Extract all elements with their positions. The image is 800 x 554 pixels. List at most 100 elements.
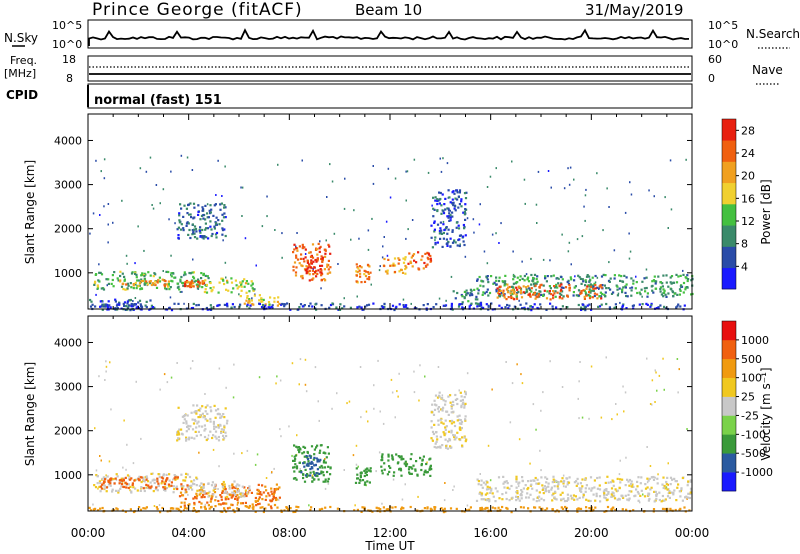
heatmap-cell <box>248 485 251 488</box>
heatmap-cell <box>165 270 168 273</box>
heatmap-cell <box>273 490 276 493</box>
heatmap-cell <box>247 506 250 509</box>
heatmap-cell <box>220 431 223 434</box>
heatmap-cell <box>303 446 307 449</box>
heatmap-cell <box>540 497 543 500</box>
heatmap-cell <box>406 170 409 173</box>
heatmap-cell <box>525 273 528 276</box>
heatmap-cell <box>675 306 678 309</box>
heatmap-cell <box>438 202 441 205</box>
heatmap-cell <box>507 286 510 289</box>
heatmap-cell <box>247 282 250 285</box>
heatmap-cell <box>177 507 180 510</box>
heatmap-cell <box>588 294 591 297</box>
heatmap-cell <box>209 420 212 423</box>
heatmap-cell <box>440 212 443 215</box>
colorbar-tick-label: 16 <box>741 192 755 205</box>
heatmap-cell <box>188 503 191 506</box>
heatmap-cell <box>326 470 329 474</box>
heatmap-cell <box>526 492 529 495</box>
heatmap-cell <box>198 489 201 492</box>
heatmap-cell <box>136 279 139 282</box>
heatmap-cell <box>435 446 438 449</box>
heatmap-cell <box>357 465 359 468</box>
heatmap-cell <box>152 207 155 210</box>
heatmap-cell <box>459 391 462 394</box>
heatmap-cell <box>541 488 544 491</box>
heatmap-cell <box>439 227 442 230</box>
heatmap-cell <box>557 481 560 484</box>
heatmap-cell <box>487 305 490 308</box>
heatmap-cell <box>659 304 662 307</box>
heatmap-cell <box>439 446 442 449</box>
heatmap-cell <box>295 478 298 481</box>
heatmap-cell <box>289 308 292 311</box>
heatmap-cell <box>224 498 227 501</box>
heatmap-cell <box>540 469 542 472</box>
heatmap-cell <box>490 489 493 492</box>
heatmap-cell <box>355 280 358 283</box>
heatmap-cell <box>459 243 461 246</box>
heatmap-cell <box>100 273 104 276</box>
heatmap-cell <box>524 202 526 205</box>
heatmap-cell <box>564 505 567 509</box>
heatmap-cell <box>653 275 656 278</box>
heatmap-cell <box>440 229 443 232</box>
heatmap-cell <box>424 375 426 378</box>
heatmap-cell <box>439 191 442 195</box>
heatmap-cell <box>448 219 451 222</box>
heatmap-cell <box>223 437 226 440</box>
heatmap-cell <box>671 291 675 294</box>
heatmap-cell <box>575 484 578 487</box>
heatmap-cell <box>456 244 459 247</box>
nsearch-tick-top: 10^5 <box>708 19 738 32</box>
heatmap-cell <box>223 502 226 505</box>
heatmap-cell <box>402 298 405 301</box>
heatmap-cell <box>596 487 599 490</box>
heatmap-cell <box>133 479 136 482</box>
heatmap-cell <box>231 487 234 490</box>
heatmap-cell <box>654 282 657 285</box>
colorbar-tick-label: -100 <box>741 428 766 441</box>
heatmap-cell <box>214 233 218 236</box>
heatmap-cell <box>362 308 365 311</box>
heatmap-cell <box>200 496 203 499</box>
heatmap-cell <box>114 300 117 303</box>
heatmap-cell <box>100 287 103 290</box>
heatmap-cell <box>294 510 297 513</box>
heatmap-cell <box>145 280 148 283</box>
heatmap-cell <box>315 308 318 311</box>
heatmap-cell <box>622 303 625 306</box>
heatmap-cell <box>534 506 537 509</box>
heatmap-cell <box>301 159 303 162</box>
heatmap-cell <box>424 264 428 267</box>
heatmap-cell <box>619 301 621 304</box>
heatmap-cell <box>130 272 134 275</box>
heatmap-cell <box>678 490 681 493</box>
heatmap-cell <box>204 410 207 413</box>
heatmap-cell <box>548 290 551 293</box>
heatmap-cell <box>491 233 494 236</box>
heatmap-cell <box>625 456 627 459</box>
heatmap-cell <box>620 275 623 278</box>
heatmap-cell <box>138 506 141 509</box>
heatmap-cell <box>656 482 659 485</box>
heatmap-cell <box>444 208 447 211</box>
heatmap-cell <box>341 307 344 310</box>
heatmap-cell <box>192 258 194 261</box>
heatmap-cell <box>648 497 651 501</box>
heatmap-cell <box>605 356 607 359</box>
heatmap-cell <box>535 489 538 492</box>
heatmap-cell <box>233 452 235 455</box>
heatmap-cell <box>304 358 307 361</box>
heatmap-cell <box>273 503 277 507</box>
heatmap-cell <box>240 289 243 292</box>
heatmap-cell <box>209 281 212 285</box>
heatmap-cell <box>598 476 601 479</box>
heatmap-cell <box>177 430 180 433</box>
heatmap-cell <box>391 304 395 307</box>
heatmap-cell <box>662 476 665 479</box>
heatmap-cell <box>523 274 526 278</box>
heatmap-cell <box>164 480 167 483</box>
